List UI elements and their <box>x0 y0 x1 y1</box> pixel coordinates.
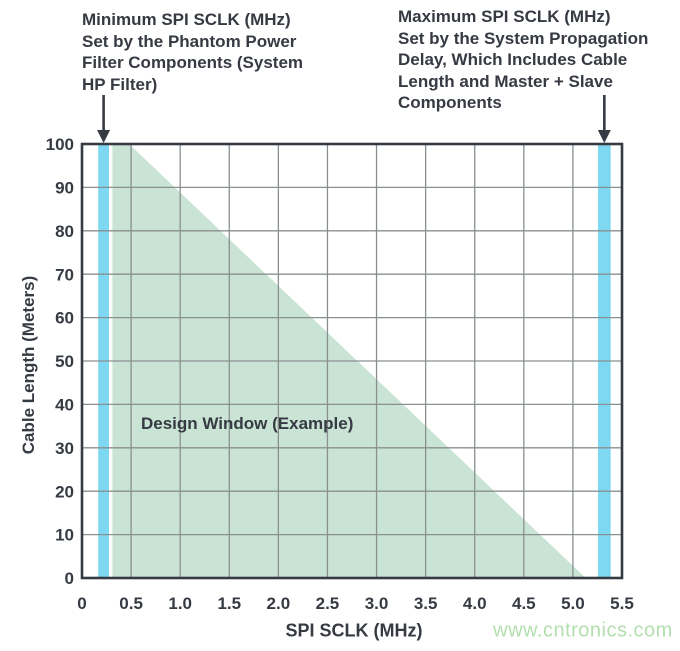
y-tick-label: 50 <box>55 352 74 371</box>
y-tick-label: 20 <box>55 482 74 501</box>
y-axis-title: Cable Length (Meters) <box>19 275 38 455</box>
x-tick-label: 1.0 <box>168 594 192 613</box>
y-tick-label: 10 <box>55 526 74 545</box>
y-tick-label: 60 <box>55 309 74 328</box>
max-sclk-annotation: Maximum SPI SCLK (MHz) Set by the System… <box>398 7 649 112</box>
x-tick-label: 1.5 <box>217 594 241 613</box>
x-tick-label: 5.5 <box>610 594 634 613</box>
x-tick-label: 3.5 <box>414 594 438 613</box>
x-tick-label: 4.5 <box>512 594 536 613</box>
y-tick-label: 70 <box>55 265 74 284</box>
x-tick-label: 2.5 <box>316 594 340 613</box>
x-axis-title: SPI SCLK (MHz) <box>285 620 423 641</box>
y-tick-label: 40 <box>55 396 74 415</box>
x-tick-label: 3.0 <box>365 594 389 613</box>
plot-border <box>80 142 624 580</box>
x-tick-label: 2.0 <box>267 594 291 613</box>
max-sclk-arrow-head <box>597 130 611 143</box>
watermark-text: www.cntronics.com <box>493 619 673 642</box>
min-sclk-annotation: Minimum SPI SCLK (MHz) Set by the Phanto… <box>82 10 304 94</box>
y-tick-label: 90 <box>55 179 74 198</box>
design-window-label: Design Window (Example) <box>141 414 354 433</box>
y-tick-label: 0 <box>65 569 74 588</box>
y-tick-label: 100 <box>46 135 74 154</box>
x-tick-label: 5.0 <box>561 594 585 613</box>
x-tick-label: 0 <box>77 594 86 613</box>
y-tick-label: 30 <box>55 439 74 458</box>
min-sclk-arrow-head <box>97 130 111 143</box>
y-tick-label: 80 <box>55 222 74 241</box>
x-tick-label: 0.5 <box>119 594 143 613</box>
x-tick-label: 4.0 <box>463 594 487 613</box>
